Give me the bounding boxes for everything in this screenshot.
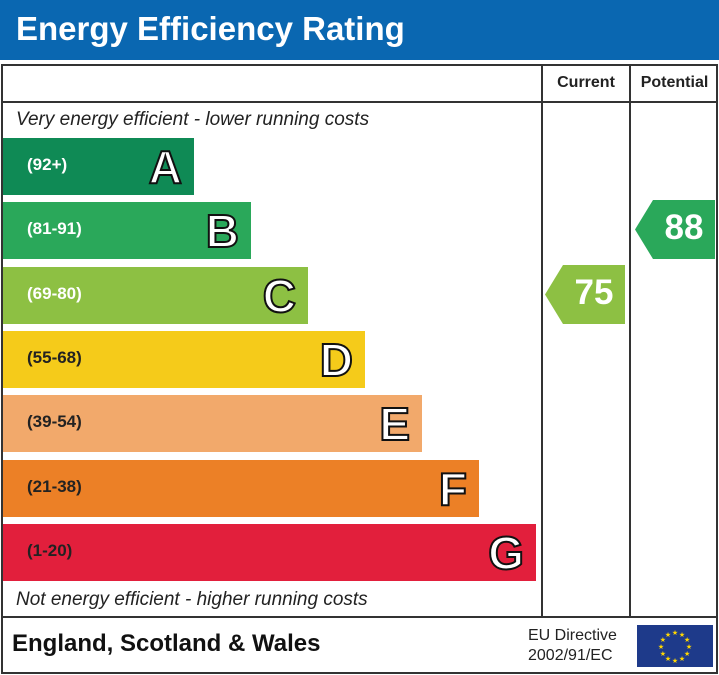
band-d: (55-68) D (3, 330, 365, 388)
band-range: (39-54) (27, 412, 82, 432)
divider (541, 64, 543, 617)
potential-rating-arrow: 88 (635, 200, 715, 260)
current-rating-value: 75 (574, 272, 614, 312)
chart-frame (1, 64, 718, 674)
band-c: (69-80) C (3, 266, 308, 324)
band-letter: F (438, 462, 468, 516)
star-icon: ★ (679, 655, 685, 663)
star-icon: ★ (686, 643, 692, 651)
potential-rating-value: 88 (664, 208, 704, 248)
region-label: England, Scotland & Wales (12, 630, 321, 657)
band-range: (1-20) (27, 540, 73, 560)
band-range: (21-38) (27, 476, 82, 496)
star-icon: ★ (684, 636, 690, 644)
top-note: Very energy efficient - lower running co… (16, 109, 370, 130)
band-range: (92+) (27, 155, 68, 174)
band-letter: G (487, 526, 525, 580)
band-letter: C (262, 269, 297, 323)
bottom-note: Not energy efficient - higher running co… (16, 589, 368, 610)
eu-directive: EU Directive 2002/91/EC (528, 626, 617, 666)
directive-line: 2002/91/EC (528, 647, 613, 664)
star-icon: ★ (660, 650, 666, 658)
star-icon: ★ (672, 629, 678, 637)
divider (1, 616, 718, 618)
current-column-header: Current (557, 74, 615, 91)
band-e: (39-54) E (3, 395, 422, 453)
directive-line: EU Directive (528, 627, 617, 644)
star-icon: ★ (679, 631, 685, 639)
star-icon: ★ (660, 636, 666, 644)
band-g: (1-20) G (3, 523, 536, 581)
band-range: (81-91) (27, 219, 82, 239)
star-icon: ★ (658, 643, 664, 651)
band-letter: D (319, 333, 354, 387)
star-icon: ★ (665, 655, 671, 663)
band-letter: E (378, 397, 411, 451)
divider (1, 101, 718, 103)
band-range: (69-80) (27, 283, 82, 303)
band-b: (81-91) B (3, 202, 251, 260)
page-title: Energy Efficiency Rating (16, 10, 405, 47)
star-icon: ★ (672, 657, 678, 665)
star-icon: ★ (665, 631, 671, 639)
current-rating-arrow: 75 (545, 264, 625, 324)
band-letter: A (148, 140, 183, 194)
band-a: (92+) A (3, 138, 194, 195)
star-icon: ★ (684, 650, 690, 658)
band-letter: B (205, 204, 240, 258)
divider (629, 64, 631, 617)
eu-flag-icon: ★ ★ ★ ★ ★ ★ ★ ★ ★ ★ ★ ★ (637, 625, 713, 667)
band-range: (55-68) (27, 347, 82, 367)
header-bar: Energy Efficiency Rating (0, 0, 719, 60)
band-f: (21-38) F (3, 459, 479, 517)
potential-column-header: Potential (640, 74, 709, 91)
